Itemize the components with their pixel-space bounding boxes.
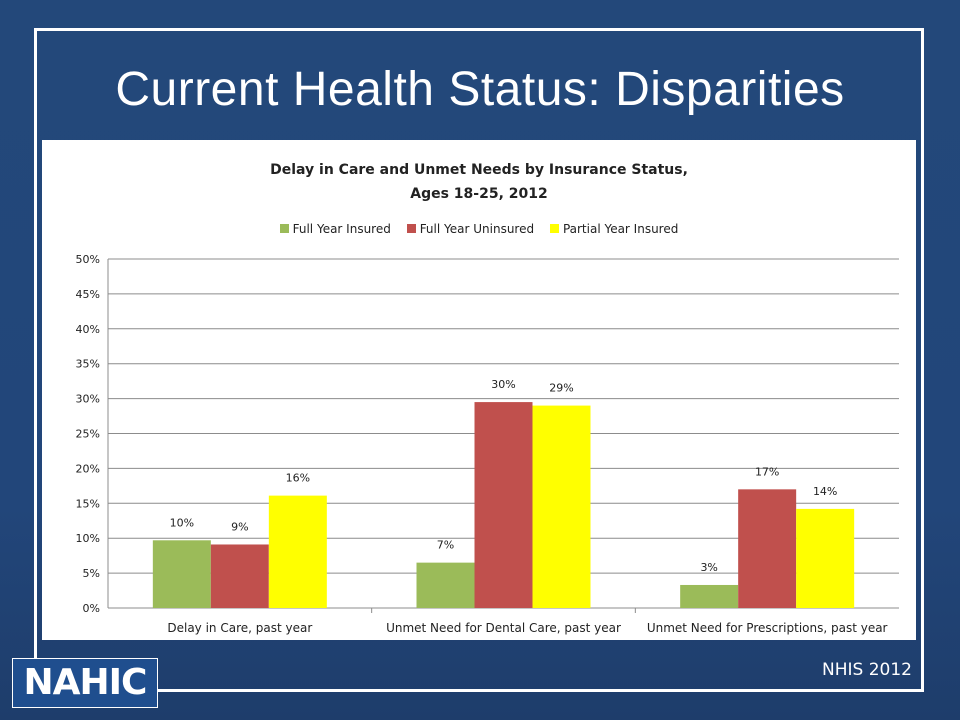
data-label: 10% <box>170 516 194 529</box>
chart-legend: Full Year Insured Full Year Uninsured Pa… <box>42 222 916 236</box>
x-tick-label: Delay in Care, past year <box>167 621 312 635</box>
data-label: 7% <box>437 539 454 552</box>
y-tick-label: 50% <box>76 253 100 266</box>
data-label: 17% <box>755 465 779 478</box>
y-tick-label: 15% <box>76 497 100 510</box>
y-tick-label: 10% <box>76 532 100 545</box>
data-label: 3% <box>700 561 717 574</box>
bar <box>738 489 797 608</box>
bar <box>210 544 269 608</box>
y-tick-label: 30% <box>76 393 100 406</box>
legend-swatch <box>279 224 289 233</box>
legend-swatch <box>406 224 416 233</box>
bar <box>680 584 739 608</box>
chart-title-line-2: Ages 18-25, 2012 <box>410 186 548 202</box>
y-tick-label: 45% <box>76 288 100 301</box>
legend-item-full-year-uninsured: Full Year Uninsured <box>406 222 535 236</box>
y-tick-label: 5% <box>83 567 100 580</box>
y-tick-label: 20% <box>76 462 100 475</box>
slide-frame <box>34 28 924 692</box>
y-tick-label: 0% <box>83 602 100 615</box>
data-label: 14% <box>813 485 837 498</box>
bar <box>268 495 327 608</box>
bar <box>796 508 855 608</box>
data-label: 16% <box>286 472 310 485</box>
bar <box>474 402 533 608</box>
x-tick-label: Unmet Need for Dental Care, past year <box>386 621 621 635</box>
source-label: NHIS 2012 <box>822 660 912 680</box>
chart-title-line-1: Delay in Care and Unmet Needs by Insuran… <box>270 162 688 178</box>
legend-label: Full Year Uninsured <box>419 222 535 236</box>
y-tick-label: 25% <box>76 428 100 441</box>
legend-item-partial-year-insured: Partial Year Insured <box>549 222 679 236</box>
bar <box>152 540 211 608</box>
slide-title: Current Health Status: Disparities <box>115 63 845 116</box>
chart-panel: Delay in Care and Unmet Needs by Insuran… <box>42 140 916 640</box>
nahic-logo: NAHIC <box>12 658 158 708</box>
legend-swatch <box>549 224 559 233</box>
bar <box>532 405 591 608</box>
x-tick-label: Unmet Need for Prescriptions, past year <box>647 621 888 635</box>
legend-label: Full Year Insured <box>292 222 391 236</box>
y-tick-label: 35% <box>76 358 100 371</box>
data-label: 30% <box>491 378 515 391</box>
legend-item-full-year-insured: Full Year Insured <box>279 222 391 236</box>
data-label: 9% <box>231 520 248 533</box>
data-label: 29% <box>549 382 573 395</box>
y-tick-label: 40% <box>76 323 100 336</box>
legend-label: Partial Year Insured <box>562 222 679 236</box>
bar <box>416 562 475 608</box>
bar-chart: 0% 5% 10% 15% 20% 25% 30% 35% 40% 45% 50% 10% 9% 16% D… <box>76 253 899 635</box>
